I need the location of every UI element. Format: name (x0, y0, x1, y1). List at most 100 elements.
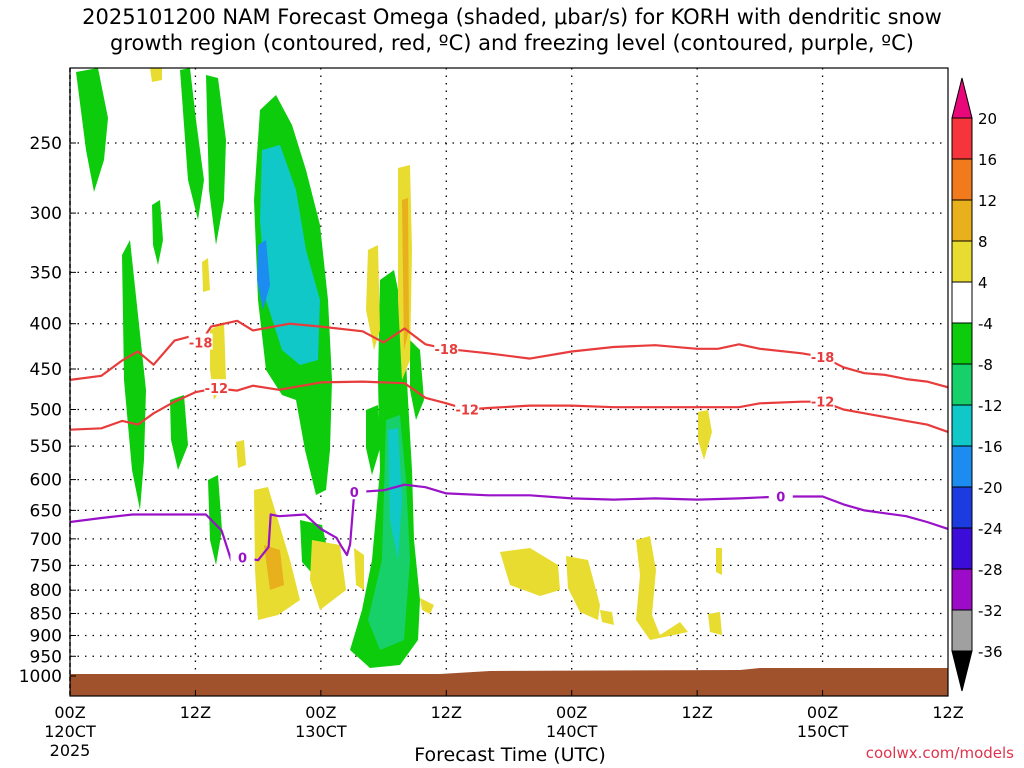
colorbar-label: 4 (978, 274, 988, 292)
colorbar-swatch (951, 404, 973, 447)
colorbar-bottom-arrow (951, 650, 973, 692)
x-tick-label: 12Z (932, 703, 963, 722)
omega-shade-orange (264, 545, 284, 590)
colorbar-top-arrow (951, 77, 973, 119)
y-tick-label: 650 (30, 501, 62, 521)
omega-shade-yellow (366, 245, 380, 350)
terrain-ground (70, 668, 948, 696)
omega-shade-yellow (420, 598, 434, 614)
colorbar-swatch (951, 117, 973, 160)
contour-label: -12 (455, 404, 479, 419)
contour-label: 0 (776, 491, 785, 506)
omega-shade-yellow (202, 258, 210, 292)
colorbar-label: -28 (978, 561, 1003, 579)
omega-shade-yellow (708, 612, 722, 635)
y-tick-label: 700 (30, 530, 62, 550)
contour-label-bg (810, 347, 835, 364)
x-tick-label: 2025 (50, 741, 91, 760)
contour-label-bg (230, 548, 255, 565)
colorbar-swatch (951, 240, 973, 283)
colorbar-label: -16 (978, 438, 1003, 456)
contour-label-bg (768, 487, 793, 504)
colorbar-label: 8 (978, 233, 988, 251)
credit-text: coolwx.com/models (865, 744, 1014, 762)
y-tick-label: 750 (30, 556, 62, 576)
omega-shade-green (410, 340, 424, 420)
colorbar-label: -32 (978, 602, 1003, 620)
omega-shade-yellow (236, 440, 246, 468)
omega-shade-green (152, 200, 163, 265)
y-tick-label: 900 (30, 626, 62, 646)
omega-shade-green (122, 240, 146, 510)
colorbar-label: 16 (978, 151, 997, 169)
y-tick-label: 850 (30, 605, 62, 625)
colorbar-swatch (951, 363, 973, 406)
x-tick-label: 12Z (681, 703, 712, 722)
x-tick-label: 150CT (797, 722, 849, 741)
omega-shade-yellow (636, 536, 688, 640)
colorbar-label: 20 (978, 110, 997, 128)
contour-label-bg (434, 339, 459, 356)
y-tick-label: 800 (30, 581, 62, 601)
y-tick-label: 400 (30, 315, 62, 335)
omega-shade-green (366, 405, 381, 475)
contour-label: -18 (811, 351, 835, 366)
colorbar-label: -4 (978, 315, 993, 333)
colorbar-label: -20 (978, 479, 1003, 497)
omega-shade-cyan (260, 145, 320, 365)
colorbar-label: -8 (978, 356, 993, 374)
omega-shade-yellow (698, 410, 712, 460)
omega-shade-yellow (310, 540, 346, 610)
plot-frame (69, 67, 949, 697)
y-tick-label: 950 (30, 647, 62, 667)
colorbar-swatch (951, 486, 973, 529)
omega-shade-yellow (600, 610, 614, 625)
omega-shade-yellow (500, 548, 560, 596)
y-tick-label: 250 (30, 134, 62, 154)
y-tick-label: 600 (30, 471, 62, 491)
omega-shade-green (76, 68, 108, 192)
x-axis-title: Forecast Time (UTC) (414, 744, 606, 766)
contour-label-bg (188, 333, 213, 350)
colorbar-swatch (951, 158, 973, 201)
omega-shading (76, 68, 722, 668)
gridlines (70, 68, 948, 696)
colorbar-swatch (951, 281, 973, 324)
y-tick-label: 550 (30, 437, 62, 457)
y-tick-label: 450 (30, 360, 62, 380)
colorbar-label: 12 (978, 192, 997, 210)
contour-label: -12 (205, 382, 229, 397)
colorbar-swatch (951, 609, 973, 652)
y-axis: 2503003504004505005506006507007508008509… (19, 134, 76, 687)
x-tick-label: 12Z (431, 703, 462, 722)
contour-label: -12 (811, 396, 835, 411)
contour-label: 0 (238, 552, 247, 567)
x-tick-label: 00Z (556, 703, 587, 722)
x-tick-label: 130CT (295, 722, 347, 741)
colorbar-label: -12 (978, 397, 1003, 415)
colorbar-swatch (951, 445, 973, 488)
y-tick-label: 350 (30, 263, 62, 283)
contour-label: -18 (189, 336, 213, 351)
contour-label-bg (455, 400, 480, 417)
colorbar-swatch (951, 527, 973, 570)
omega-shade-yellow (716, 548, 722, 575)
x-tick-label: 00Z (305, 703, 336, 722)
y-tick-label: 500 (30, 401, 62, 421)
contour-label-bg (342, 483, 367, 500)
omega-shade-yellow (354, 548, 364, 590)
omega-shade-yellow (566, 556, 600, 620)
y-tick-label: 1000 (19, 667, 62, 687)
isotherm-contours: -18 -18 -18 -12 -12 -12 0 0 0 (70, 319, 948, 567)
chart-title: 2025101200 NAM Forecast Omega (shaded, μ… (82, 5, 942, 55)
contour-label: -18 (435, 343, 459, 358)
omega-shade-cyan (388, 428, 402, 560)
omega-shade-green (208, 475, 222, 565)
colorbar-swatch (951, 322, 973, 365)
omega-shade-green (206, 75, 226, 245)
contour-label-bg (810, 392, 835, 409)
x-tick-label: 120CT (44, 722, 96, 741)
x-tick-label: 140CT (546, 722, 598, 741)
omega-shade-yellow (150, 68, 162, 82)
